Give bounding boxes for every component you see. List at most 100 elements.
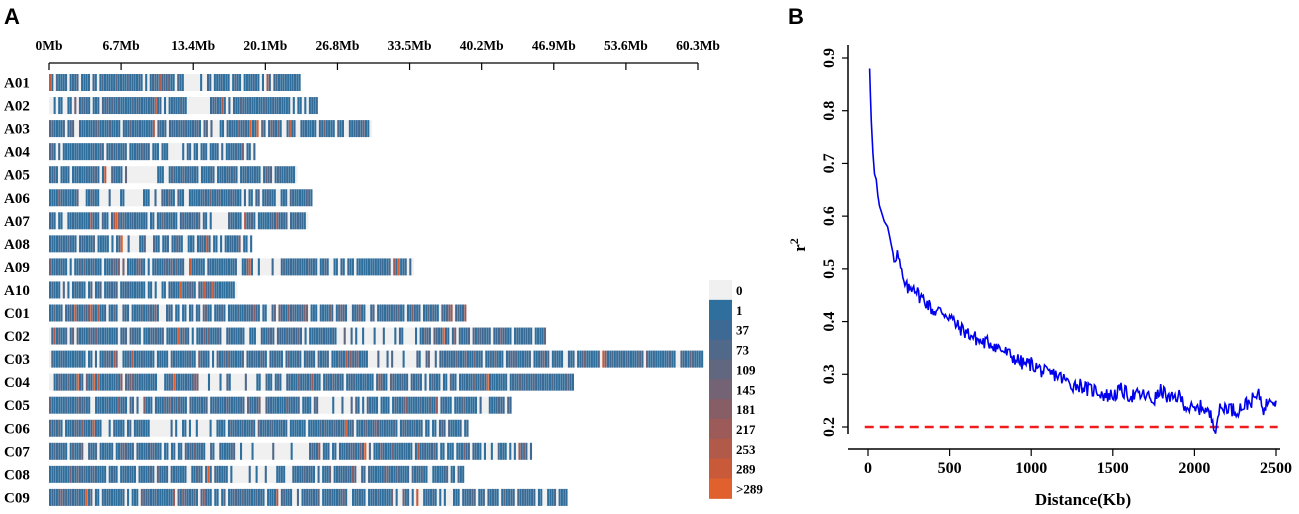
- density-bin: [163, 143, 166, 161]
- density-bin: [67, 212, 70, 230]
- density-bin: [497, 396, 501, 414]
- density-bin: [101, 488, 104, 506]
- density-bin: [95, 166, 98, 184]
- density-bin: [184, 488, 187, 506]
- density-bin: [311, 120, 314, 138]
- density-bin: [138, 120, 142, 138]
- density-bin: [420, 419, 423, 437]
- density-bin: [504, 442, 507, 460]
- density-bin: [143, 350, 146, 368]
- density-bin: [60, 97, 63, 115]
- chromosome-label: C09: [4, 490, 30, 506]
- density-bin: [330, 120, 333, 138]
- density-bin: [477, 327, 480, 345]
- density-bin: [118, 235, 121, 253]
- density-bin: [300, 120, 303, 138]
- density-bin: [206, 235, 209, 253]
- density-bin: [51, 189, 54, 207]
- density-bin: [115, 327, 118, 345]
- density-bin: [189, 166, 192, 184]
- density-bin: [172, 465, 176, 483]
- density-bin: [99, 465, 102, 483]
- density-bin: [298, 189, 301, 207]
- density-bin: [434, 465, 437, 483]
- density-bin: [230, 281, 233, 299]
- density-bin: [156, 143, 159, 161]
- density-bin: [227, 189, 230, 207]
- density-bin: [202, 189, 205, 207]
- density-bin: [438, 419, 441, 437]
- density-bin: [113, 396, 116, 414]
- density-bin: [166, 465, 169, 483]
- density-bin: [221, 166, 224, 184]
- density-bin: [544, 350, 548, 368]
- density-bin: [316, 373, 319, 391]
- density-bin: [485, 350, 488, 368]
- density-bin: [94, 143, 97, 161]
- density-bin: [217, 396, 220, 414]
- genome-tick-label: 6.7Mb: [103, 38, 140, 53]
- density-bin: [177, 396, 181, 414]
- density-bin: [449, 373, 452, 391]
- density-bin: [345, 465, 348, 483]
- density-bin: [106, 258, 109, 276]
- density-bin: [351, 488, 355, 506]
- density-bin: [333, 350, 336, 368]
- density-bin: [205, 212, 208, 230]
- density-bin: [122, 442, 125, 460]
- density-bin: [289, 189, 292, 207]
- density-bin: [402, 350, 405, 368]
- density-bin: [187, 327, 190, 345]
- density-bin: [221, 304, 224, 322]
- density-bin: [133, 465, 136, 483]
- density-bin: [411, 488, 414, 506]
- density-bin: [182, 419, 185, 437]
- density-bin: [92, 465, 95, 483]
- density-bin: [299, 97, 302, 115]
- chromosome-row-a07: A07: [4, 212, 309, 230]
- density-bin: [271, 304, 274, 322]
- density-bin: [273, 74, 276, 91]
- density-bin: [478, 350, 481, 368]
- density-bin: [292, 465, 295, 483]
- density-bin: [528, 350, 531, 368]
- density-bin: [62, 281, 65, 299]
- density-bin: [209, 465, 212, 483]
- density-bin: [118, 373, 121, 391]
- density-bin: [136, 212, 139, 230]
- density-bin: [95, 442, 98, 460]
- density-bin: [498, 373, 501, 391]
- density-bin: [456, 396, 459, 414]
- density-bin: [492, 350, 495, 368]
- density-bin: [464, 350, 467, 368]
- density-bin: [436, 304, 439, 322]
- density-bin: [81, 304, 84, 322]
- panel-b-label: B: [788, 4, 804, 29]
- density-bin: [342, 488, 345, 506]
- density-bin: [258, 97, 261, 115]
- density-bin: [111, 235, 114, 253]
- density-bin: [286, 327, 289, 345]
- density-bin: [376, 373, 379, 391]
- density-bin: [186, 212, 189, 230]
- density-bin: [237, 212, 240, 230]
- density-bin: [180, 166, 183, 184]
- density-bin: [390, 465, 394, 483]
- density-bin: [62, 166, 65, 184]
- density-bin: [546, 373, 549, 391]
- density-bin: [318, 373, 321, 391]
- density-bin: [240, 396, 243, 414]
- density-bin: [200, 350, 203, 368]
- density-bin: [427, 350, 430, 368]
- density-bin: [228, 281, 231, 299]
- density-bin: [484, 327, 487, 345]
- density-bin: [111, 166, 114, 184]
- density-bin: [434, 304, 437, 322]
- density-bin: [152, 143, 155, 161]
- density-bin: [55, 120, 58, 138]
- density-bin: [60, 120, 63, 138]
- density-bin: [104, 120, 107, 138]
- density-bin: [213, 235, 216, 253]
- density-bin: [301, 465, 304, 483]
